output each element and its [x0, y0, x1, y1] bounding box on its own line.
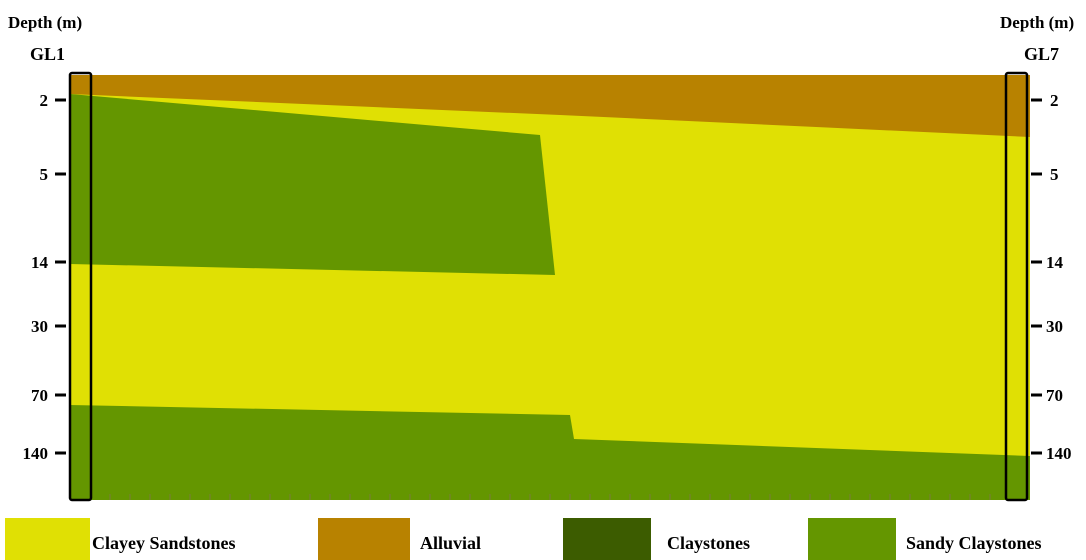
strata: [70, 75, 1030, 500]
bottom-ticks: [109, 494, 991, 500]
legend-label-sandy-claystones: Sandy Claystones: [906, 533, 1042, 553]
right-tick-label: 2: [1050, 91, 1059, 110]
right-tick-label: 14: [1046, 253, 1064, 272]
left-well-name: GL1: [30, 44, 65, 64]
legend: Clayey Sandstones Alluvial Claystones Sa…: [5, 518, 1042, 560]
right-tick-label: 30: [1046, 317, 1063, 336]
left-tick-label: 2: [40, 91, 49, 110]
left-depth-header: Depth (m): [8, 13, 82, 32]
right-depth-header: Depth (m): [1000, 13, 1074, 32]
borehole-column-gl7: [1004, 71, 1029, 502]
left-tick-label: 30: [31, 317, 48, 336]
right-tick-label: 70: [1046, 386, 1063, 405]
legend-swatch-alluvial: [318, 518, 410, 560]
legend-label-alluvial: Alluvial: [420, 533, 481, 553]
stratum-alluvial: [70, 75, 1030, 137]
left-depth-axis: 2 5 14 30 70 140: [23, 91, 66, 463]
stratum-sandy-claystones-upper: [70, 94, 555, 275]
legend-swatch-sandy-claystones: [808, 518, 896, 560]
legend-swatch-clayey-sandstones: [5, 518, 90, 560]
right-tick-label: 140: [1046, 444, 1072, 463]
right-depth-axis: 2 5 14 30 70 140: [1031, 91, 1072, 463]
stratum-sandy-claystones-lower: [70, 405, 1030, 500]
legend-label-clayey-sandstones: Clayey Sandstones: [92, 533, 236, 553]
legend-swatch-claystones: [563, 518, 651, 560]
right-tick-label: 5: [1050, 165, 1059, 184]
borehole-column-gl1: [68, 71, 93, 502]
left-tick-label: 140: [23, 444, 49, 463]
left-tick-label: 70: [31, 386, 48, 405]
legend-label-claystones: Claystones: [667, 533, 750, 553]
left-tick-label: 5: [40, 165, 49, 184]
right-well-name: GL7: [1024, 44, 1059, 64]
left-tick-label: 14: [31, 253, 49, 272]
